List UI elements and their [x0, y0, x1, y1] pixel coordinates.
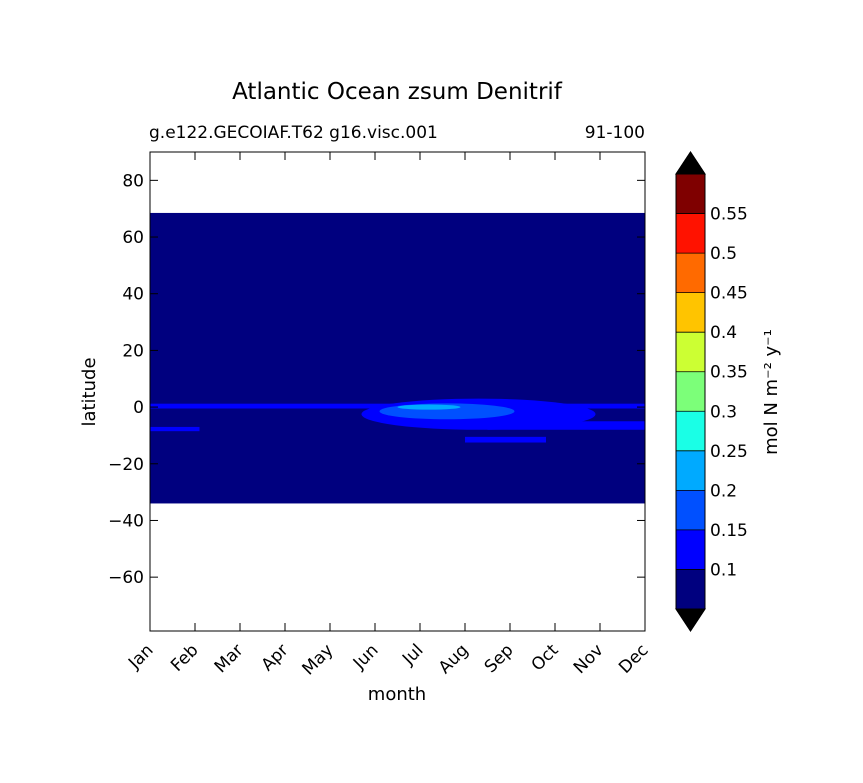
colorbar-segment: [676, 253, 705, 293]
x-tick-label: Dec: [615, 640, 652, 677]
colorbar-tick-label: 0.5: [710, 244, 737, 264]
colorbar-segment: [676, 371, 705, 412]
colorbar-outline: [675, 151, 706, 632]
colorbar-tick-label: 0.2: [710, 481, 737, 501]
x-tick-label: Oct: [528, 640, 563, 675]
colorbar-tick-label: 0.55: [710, 205, 748, 225]
colorbar-tick-label: 0.35: [710, 363, 748, 383]
y-tick-label: 80: [122, 171, 144, 191]
x-tick-label: Aug: [435, 640, 473, 678]
x-tick-label: Jul: [398, 640, 427, 669]
x-axis-label: month: [368, 684, 426, 705]
plot-area: [150, 212, 645, 504]
chart-title: Atlantic Ocean zsum Denitrif: [232, 79, 563, 105]
colorbar: 0.1 0.15 0.2 0.25 0.3 0.35 0.4 0.45 0.5 0.55: [675, 151, 748, 632]
colorbar-extend-low: [675, 608, 706, 632]
colorbar-segment: [676, 490, 705, 530]
x-tick-label: Sep: [481, 640, 518, 677]
colorbar-tick-label: 0.25: [710, 442, 748, 462]
y-tick-label: 0: [133, 398, 144, 418]
x-tick-label: Mar: [211, 640, 248, 677]
contour-region-6: [397, 404, 461, 410]
contour-region-3: [487, 421, 645, 430]
y-tick-label: −40: [108, 511, 144, 531]
y-tick-label: 20: [122, 341, 144, 361]
x-tick-label: May: [299, 640, 338, 679]
colorbar-segment: [676, 213, 705, 254]
contour-region-4: [465, 436, 546, 443]
colorbar-segment: [676, 332, 705, 372]
x-tick-label: Apr: [258, 640, 293, 675]
chart-subtitle-right: 91-100: [585, 123, 645, 143]
plot-frame: [149, 151, 646, 632]
y-tick-label: −60: [108, 568, 144, 588]
colorbar-tick-label: 0.1: [710, 560, 737, 580]
colorbar-segment: [676, 529, 705, 570]
colorbar-segment: [676, 450, 705, 491]
data-field: [150, 212, 645, 504]
chart-subtitle-left: g.e122.GECOIAF.T62 g16.visc.001: [149, 123, 438, 143]
colorbar-segment: [676, 292, 705, 333]
x-tick-label: Jan: [124, 640, 157, 673]
x-tick-label: Nov: [570, 640, 608, 678]
colorbar-extend-high: [675, 151, 706, 175]
colorbar-segment: [676, 411, 705, 451]
colorbar-tick-label: 0.45: [710, 284, 748, 304]
y-tick-label: 60: [122, 228, 144, 248]
y-tick-label: −20: [108, 455, 144, 475]
x-tick-label: Jun: [349, 640, 383, 674]
y-axis: 80 60 40 20 0 −20 −40 −60: [108, 171, 645, 588]
y-axis-label: latitude: [79, 357, 100, 426]
colorbar-tick-label: 0.4: [710, 323, 737, 343]
y-tick-label: 40: [122, 285, 144, 305]
contour-region-1: [150, 426, 200, 432]
colorbar-segment: [676, 174, 705, 214]
colorbar-label: mol N m⁻² y⁻¹: [761, 329, 782, 455]
x-tick-label: Feb: [167, 640, 202, 675]
colorbar-tick-label: 0.15: [710, 521, 748, 541]
colorbar-segment: [676, 569, 705, 609]
colorbar-tick-label: 0.3: [710, 402, 737, 422]
